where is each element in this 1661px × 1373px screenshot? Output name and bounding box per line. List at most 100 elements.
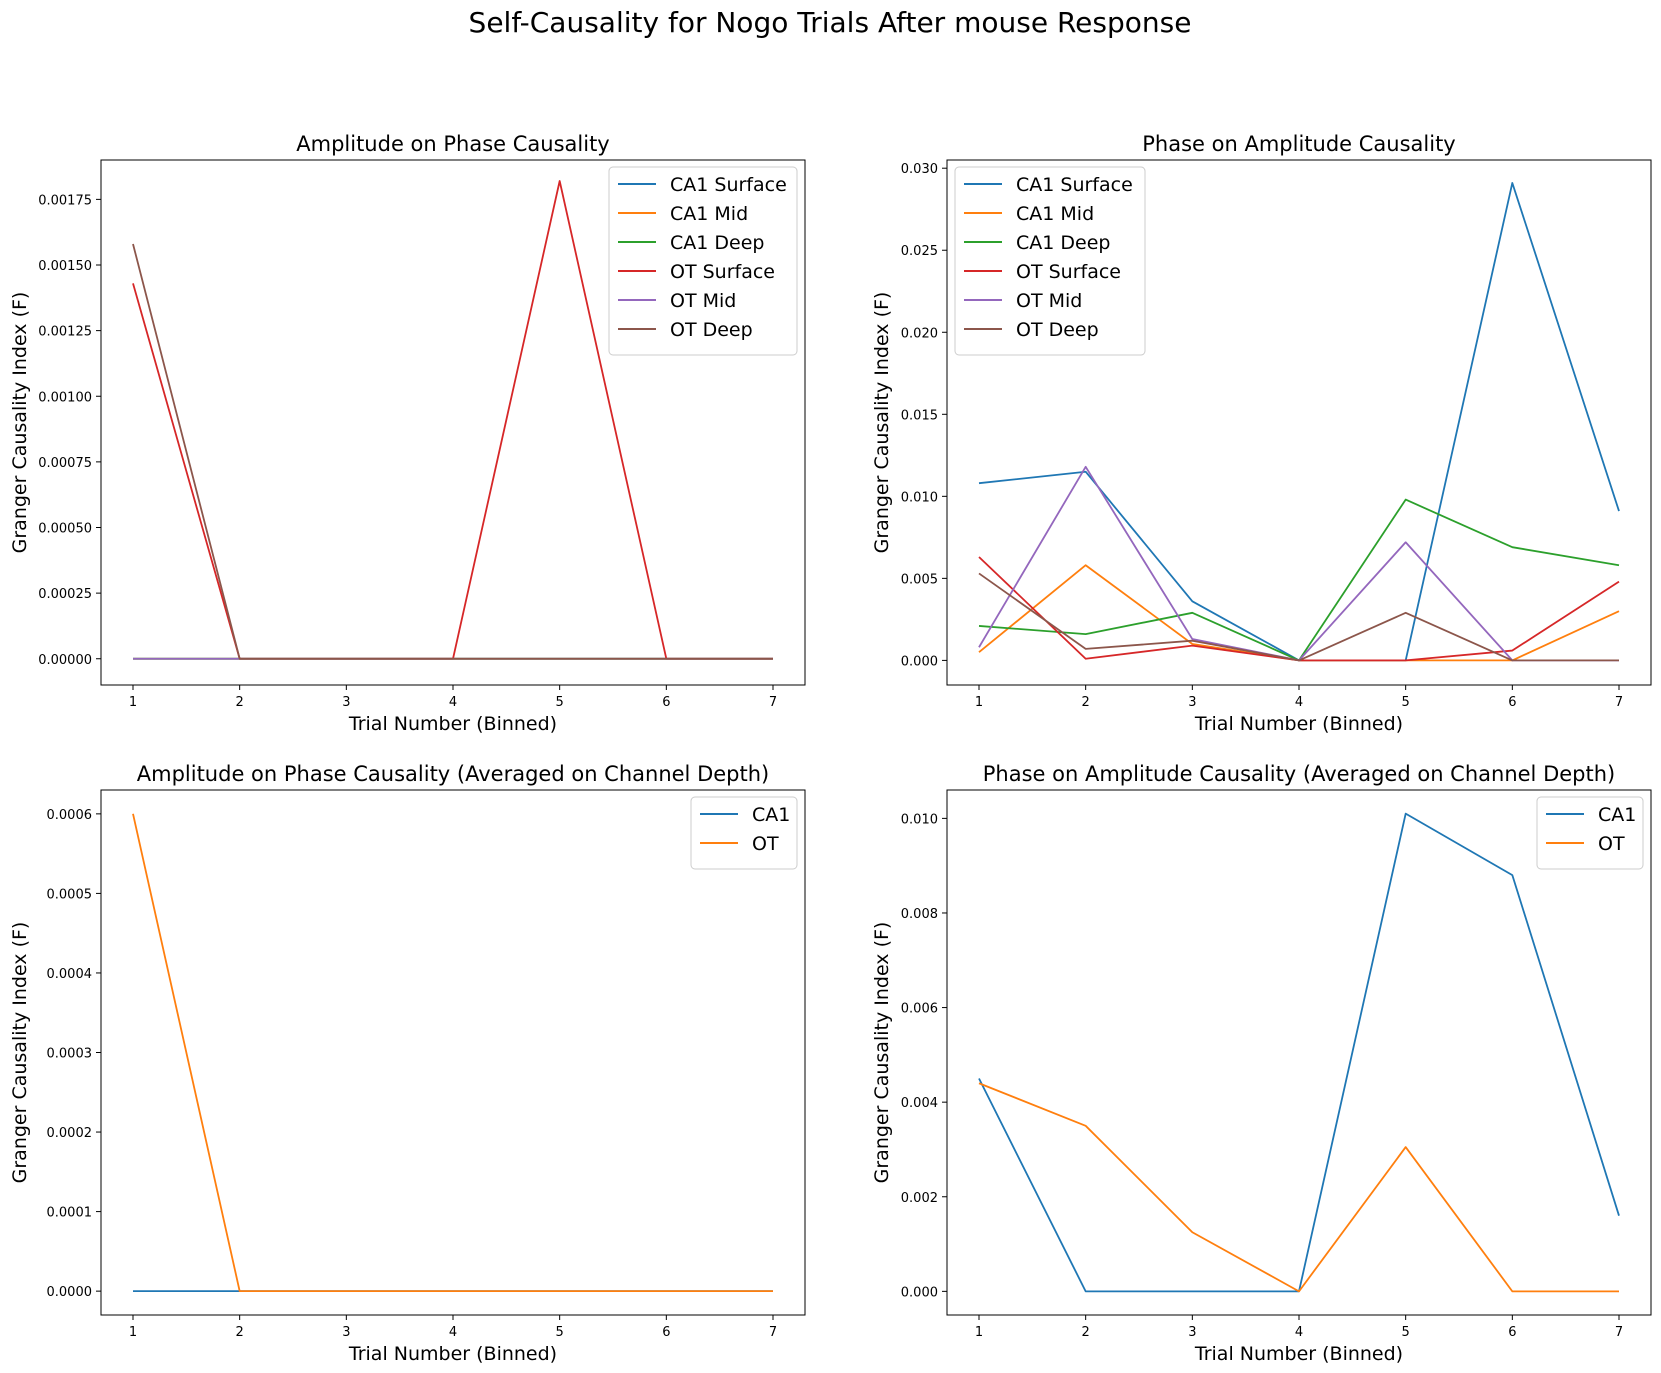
panel-1: Amplitude on Phase Causality 1 2 3 4 5 6 7 0.000… (9, 132, 806, 735)
y-tick-label: 0.000 (901, 1285, 938, 1300)
x-tick-label: 4 (1295, 695, 1303, 710)
panel-title: Amplitude on Phase Causality (Averaged o… (137, 762, 769, 786)
y-tick-label: 0.000 (901, 654, 938, 669)
x-axis-label: Trial Number (Binned) (348, 713, 557, 735)
y-tick-label: 0.020 (901, 326, 938, 341)
legend-entry: OT Mid (1016, 290, 1082, 312)
x-tick-label: 3 (1188, 1325, 1196, 1340)
y-tick-label: 0.025 (901, 244, 938, 259)
legend-entry: OT Mid (670, 290, 736, 312)
legend-entry: CA1 Surface (1016, 174, 1133, 196)
y-tick-label: 0.0004 (47, 967, 93, 982)
y-tick-label: 0.0006 (47, 808, 93, 823)
legend-entry: OT Deep (670, 319, 753, 341)
figure-title: Self-Causality for Nogo Trials After mou… (469, 6, 1192, 39)
y-tick-label: 0.030 (901, 162, 938, 177)
legend: CA1 OT (690, 796, 798, 870)
x-tick-label: 2 (236, 695, 244, 710)
legend-entry: CA1 Deep (1016, 232, 1110, 254)
y-tick-label: 0.006 (901, 1002, 938, 1017)
x-tick-label: 1 (975, 695, 983, 710)
x-tick-label: 3 (1188, 695, 1196, 710)
x-tick-label: 7 (1615, 1325, 1623, 1340)
x-tick-label: 4 (449, 1325, 457, 1340)
y-tick-label: 0.00175 (38, 193, 92, 208)
x-tick-label: 5 (556, 1325, 564, 1340)
y-axis-label: Granger Causality Index (F) (9, 292, 31, 554)
panel-title: Phase on Amplitude Causality (Averaged o… (983, 762, 1615, 786)
panels: Amplitude on Phase Causality 1 2 3 4 5 6 7 0.000… (9, 132, 1652, 1365)
series-line-ot-deep (978, 572, 1619, 662)
legend-entry: CA1 Surface (670, 174, 787, 196)
y-tick-label: 0.015 (901, 408, 938, 423)
x-tick-label: 6 (662, 1325, 670, 1340)
y-tick-label: 0.00025 (38, 587, 92, 602)
x-tick-label: 6 (1508, 695, 1516, 710)
legend-entry: OT (752, 833, 779, 855)
x-tick-label: 2 (236, 1325, 244, 1340)
panel-title: Amplitude on Phase Causality (296, 132, 609, 156)
legend: CA1 OT (1536, 796, 1644, 870)
x-tick-label: 3 (342, 1325, 350, 1340)
legend: CA1 Surface CA1 Mid CA1 Deep OT Surface OT M… (608, 166, 798, 356)
y-tick-label: 0.0003 (47, 1047, 93, 1062)
legend-box (954, 166, 1146, 356)
x-tick-label: 6 (1508, 1325, 1516, 1340)
y-tick-label: 0.00100 (38, 390, 92, 405)
y-tick-label: 0.0002 (47, 1126, 93, 1141)
x-tick-label: 3 (342, 695, 350, 710)
y-axis-label: Granger Causality Index (F) (871, 292, 893, 554)
x-tick-label: 7 (1615, 695, 1623, 710)
x-axis-label: Trial Number (Binned) (1194, 1343, 1403, 1365)
y-axis-label: Granger Causality Index (F) (871, 922, 893, 1184)
panel-4: Phase on Amplitude Causality (Averaged o… (871, 762, 1652, 1365)
y-tick-label: 0.0005 (47, 887, 93, 902)
y-tick-label: 0.002 (901, 1191, 938, 1206)
panel-2: Phase on Amplitude Causality 1 2 3 4 5 6 7 0.000… (871, 132, 1652, 735)
y-axis-label: Granger Causality Index (F) (9, 922, 31, 1184)
legend-entry: CA1 Mid (1016, 203, 1094, 225)
y-tick-label: 0.0000 (47, 1285, 93, 1300)
x-axis-label: Trial Number (Binned) (348, 1343, 557, 1365)
y-tick-label: 0.00050 (38, 522, 92, 537)
x-axis-label: Trial Number (Binned) (1194, 713, 1403, 735)
x-tick-label: 5 (1402, 695, 1410, 710)
x-tick-label: 4 (449, 695, 457, 710)
y-tick-label: 0.008 (901, 907, 938, 922)
legend-entry: CA1 Deep (670, 232, 764, 254)
panel-title: Phase on Amplitude Causality (1142, 132, 1455, 156)
legend-entry: OT Deep (1016, 319, 1099, 341)
x-tick-label: 5 (1402, 1325, 1410, 1340)
y-tick-label: 0.010 (901, 490, 938, 505)
y-tick-label: 0.0001 (47, 1206, 93, 1221)
x-tick-label: 1 (129, 695, 137, 710)
x-tick-label: 5 (556, 695, 564, 710)
y-tick-label: 0.005 (901, 572, 938, 587)
x-tick-label: 1 (129, 1325, 137, 1340)
y-tick-label: 0.00150 (38, 259, 92, 274)
y-tick-label: 0.004 (901, 1096, 938, 1111)
legend-entry: CA1 (1598, 804, 1636, 826)
x-tick-label: 4 (1295, 1325, 1303, 1340)
x-tick-label: 2 (1082, 1325, 1090, 1340)
legend-entry: OT Surface (670, 261, 775, 283)
legend-entry: CA1 (752, 804, 790, 826)
legend-entry: CA1 Mid (670, 203, 748, 225)
y-tick-label: 0.010 (901, 812, 938, 827)
x-tick-label: 7 (769, 1325, 777, 1340)
panel-3: Amplitude on Phase Causality (Averaged o… (9, 762, 806, 1365)
legend: CA1 Surface CA1 Mid CA1 Deep OT Surface OT M… (954, 166, 1146, 356)
x-tick-label: 7 (769, 695, 777, 710)
series-line-ot (978, 1082, 1619, 1293)
y-tick-label: 0.00000 (38, 653, 92, 668)
series-line-ot (132, 813, 773, 1293)
y-tick-label: 0.00125 (38, 325, 92, 340)
y-tick-label: 0.00075 (38, 456, 92, 471)
x-tick-label: 2 (1082, 695, 1090, 710)
series-line-ot-deep (132, 243, 773, 660)
x-tick-label: 6 (662, 695, 670, 710)
legend-entry: OT (1598, 833, 1625, 855)
x-tick-label: 1 (975, 1325, 983, 1340)
